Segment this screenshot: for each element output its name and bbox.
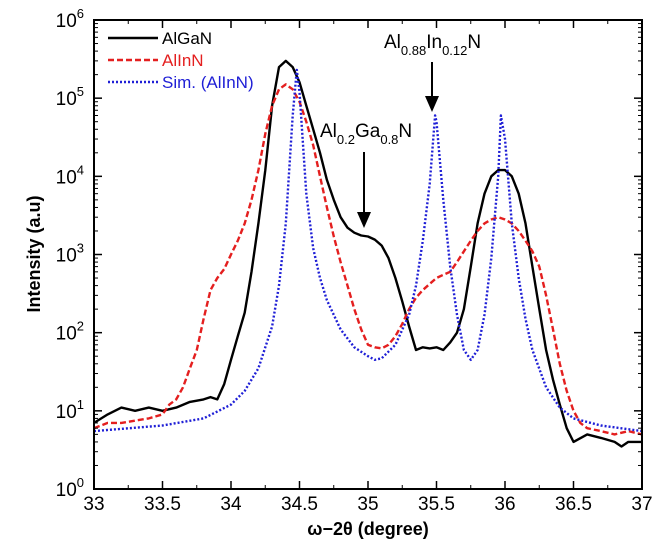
annotation-alinn-composition: Al0.88In0.12N	[384, 32, 481, 112]
annotation-algan-label: Al0.2Ga0.8N	[320, 121, 412, 147]
annotation-algan-arrowhead	[357, 212, 371, 228]
y-tick-label: 105	[56, 84, 84, 110]
x-axis-title: ω−2θ (degree)	[307, 519, 428, 539]
annotation-algan-composition: Al0.2Ga0.8N	[320, 121, 412, 228]
x-tick-label: 36	[494, 494, 515, 515]
y-tick-label: 101	[56, 397, 84, 423]
legend-label-sim-alinn: Sim. (AlInN)	[162, 73, 254, 92]
x-tick-label: 34	[220, 494, 242, 515]
annotation-alinn-arrowhead	[425, 96, 439, 112]
y-tick-labels: 100 101 102 103 104 105 106	[56, 6, 84, 501]
legend-label-algan: AlGaN	[162, 29, 212, 48]
x-tick-label: 35.5	[418, 494, 455, 515]
x-tick-label: 37	[631, 494, 652, 515]
y-axis-title: Intensity (a.u)	[24, 195, 44, 312]
y-tick-label: 106	[56, 6, 84, 32]
series-line-1	[94, 83, 642, 436]
x-tick-label: 33.5	[144, 494, 181, 515]
series-line-2	[94, 68, 642, 433]
legend-label-alinn: AlInN	[162, 51, 204, 70]
series-line-0	[94, 59, 642, 448]
y-tick-label: 102	[56, 319, 84, 345]
x-tick-label: 35	[357, 494, 378, 515]
series-layer	[94, 59, 642, 448]
ticks-layer	[93, 19, 643, 490]
x-tick-labels: 33 33.5 34 34.5 35 35.5 36 36.5 37	[83, 494, 652, 515]
x-tick-label: 36.5	[555, 494, 592, 515]
y-tick-label: 103	[56, 241, 84, 267]
x-tick-label: 34.5	[281, 494, 318, 515]
y-tick-label: 100	[56, 475, 84, 501]
legend: AlGaN AlInN Sim. (AlInN)	[108, 29, 254, 92]
annotation-alinn-label: Al0.88In0.12N	[384, 32, 481, 58]
x-tick-label: 33	[83, 494, 104, 515]
y-tick-label: 104	[56, 162, 84, 188]
